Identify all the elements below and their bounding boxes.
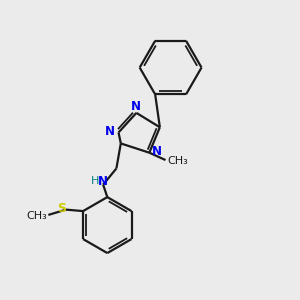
Text: H: H xyxy=(91,176,99,186)
Text: CH₃: CH₃ xyxy=(26,211,47,220)
Text: S: S xyxy=(57,202,66,215)
Text: N: N xyxy=(105,125,115,138)
Text: N: N xyxy=(98,175,108,188)
Text: N: N xyxy=(152,145,162,158)
Text: N: N xyxy=(131,100,141,113)
Text: CH₃: CH₃ xyxy=(168,156,189,166)
